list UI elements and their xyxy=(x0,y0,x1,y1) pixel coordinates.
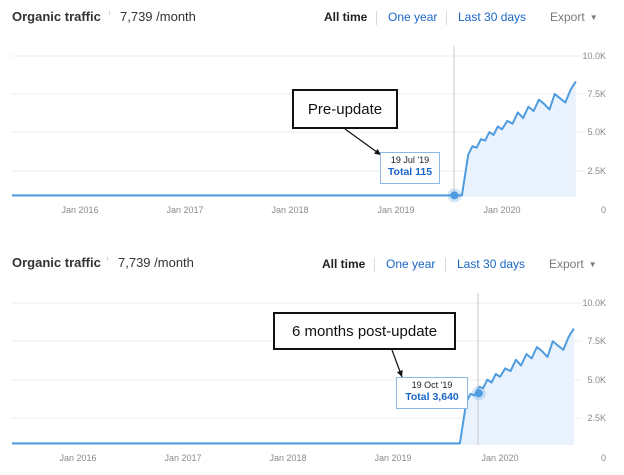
x-tick-label: Jan 2020 xyxy=(481,453,518,463)
series-area xyxy=(12,81,576,197)
y-tick-label: 10.0K xyxy=(582,298,606,308)
x-tick-label: Jan 2016 xyxy=(61,205,98,215)
range-divider xyxy=(446,11,447,25)
chart-tooltip: 19 Jul '19 Total 115 xyxy=(380,152,440,184)
range-all-time[interactable]: All time xyxy=(322,257,366,271)
series-area xyxy=(12,328,574,445)
info-icon[interactable]: ⁱ xyxy=(109,9,111,19)
tooltip-total: Total 3,640 xyxy=(405,391,459,403)
panel-title: Organic traffic xyxy=(12,255,101,270)
x-tick-label: Jan 2019 xyxy=(377,205,414,215)
chevron-down-icon: ▼ xyxy=(589,13,598,22)
y-tick-label: 0 xyxy=(601,453,606,463)
export-label: Export xyxy=(549,257,584,271)
annotation-callout: Pre-update xyxy=(292,89,398,129)
y-tick-label: 2.5K xyxy=(587,166,606,176)
traffic-value: 7,739 /month xyxy=(120,9,196,24)
y-tick-label: 5.0K xyxy=(587,127,606,137)
export-label: Export xyxy=(550,10,585,24)
y-tick-label: 0 xyxy=(601,205,606,215)
tooltip-total: Total 115 xyxy=(387,166,433,178)
x-tick-label: Jan 2018 xyxy=(269,453,306,463)
range-divider xyxy=(374,258,375,272)
series-line xyxy=(12,80,577,197)
range-divider xyxy=(376,11,377,25)
callout-arrow-head xyxy=(396,370,403,377)
range-divider xyxy=(445,258,446,272)
info-icon[interactable]: ⁱ xyxy=(107,255,109,265)
tooltip-date: 19 Jul '19 xyxy=(390,155,430,165)
range-all-time[interactable]: All time xyxy=(324,10,368,24)
range-one-year[interactable]: One year xyxy=(386,257,436,271)
callout-arrow-line xyxy=(344,128,382,156)
y-tick-label: 10.0K xyxy=(582,51,606,61)
export-button[interactable]: Export ▼ xyxy=(550,10,598,24)
x-tick-label: Jan 2017 xyxy=(164,453,201,463)
x-tick-label: Jan 2018 xyxy=(271,205,308,215)
y-tick-label: 7.5K xyxy=(587,336,606,346)
traffic-value: 7,739 /month xyxy=(118,255,194,270)
x-tick-label: Jan 2017 xyxy=(166,205,203,215)
traffic-chart: 10.0K 7.5K 5.0K 2.5K 0 Jan 2016 Jan 2017 Jan 20… xyxy=(12,293,606,463)
panel-title: Organic traffic xyxy=(12,9,101,24)
highlight-point xyxy=(474,389,483,398)
chart-tooltip: 19 Oct '19 Total 3,640 xyxy=(396,377,468,409)
range-last-30-days[interactable]: Last 30 days xyxy=(457,257,526,271)
range-one-year[interactable]: One year xyxy=(388,10,438,24)
callout-arrow-head xyxy=(374,148,381,155)
y-tick-label: 7.5K xyxy=(587,89,606,99)
y-tick-label: 5.0K xyxy=(587,375,606,385)
highlight-point xyxy=(450,191,459,200)
range-last-30-days[interactable]: Last 30 days xyxy=(458,10,527,24)
export-button[interactable]: Export ▼ xyxy=(549,257,597,271)
x-tick-label: Jan 2020 xyxy=(483,205,520,215)
chevron-down-icon: ▼ xyxy=(588,260,597,269)
y-tick-label: 2.5K xyxy=(587,413,606,423)
traffic-panel-pre: Organic traffic ⁱ 7,739 /month All time … xyxy=(0,0,624,232)
tooltip-date: 19 Oct '19 xyxy=(411,380,453,390)
series-line xyxy=(12,328,575,445)
annotation-callout: 6 months post-update xyxy=(273,312,456,350)
traffic-panel-post: Organic traffic ⁱ 7,739 /month All time … xyxy=(0,248,624,475)
panel-header: Organic traffic ⁱ 7,739 /month All time … xyxy=(0,6,624,30)
x-tick-label: Jan 2019 xyxy=(374,453,411,463)
panel-header: Organic traffic ⁱ 7,739 /month All time … xyxy=(0,253,624,277)
x-tick-label: Jan 2016 xyxy=(59,453,96,463)
